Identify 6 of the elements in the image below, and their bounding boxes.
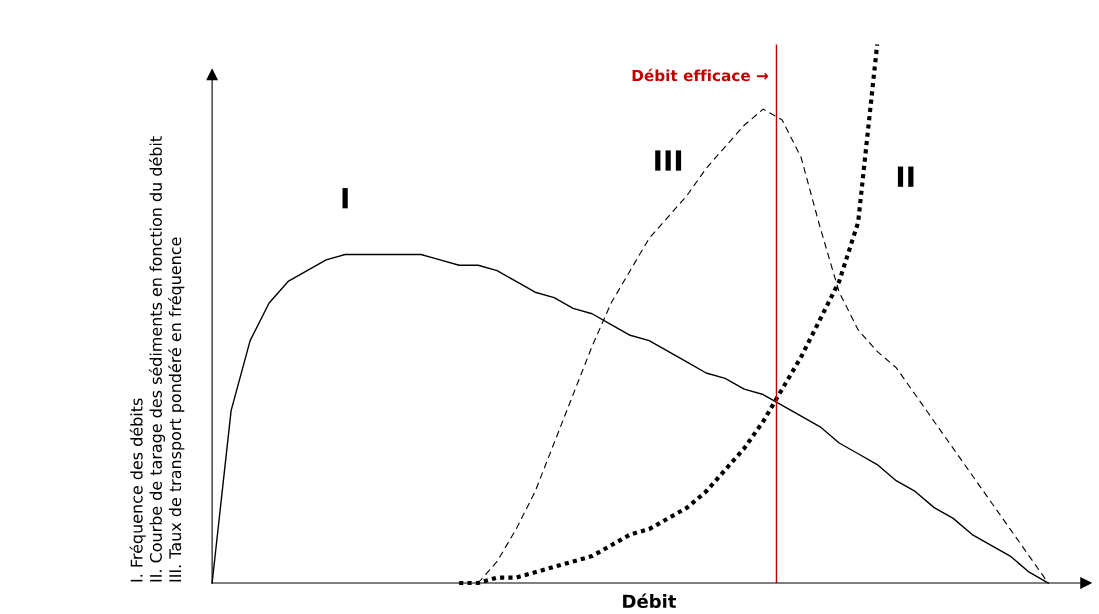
annotation: Débit efficace →: [632, 68, 769, 82]
y-axis-title: I. Fréquence des débits II. Courbe de tarage des sédiments en fonction du débit III. Taux de transport pondéré en fréquence: [129, 136, 185, 582]
series-label: I: [342, 188, 348, 209]
x-axis-title: Débit: [623, 593, 677, 609]
series-label: III: [655, 150, 682, 171]
series-label: II: [897, 166, 914, 187]
